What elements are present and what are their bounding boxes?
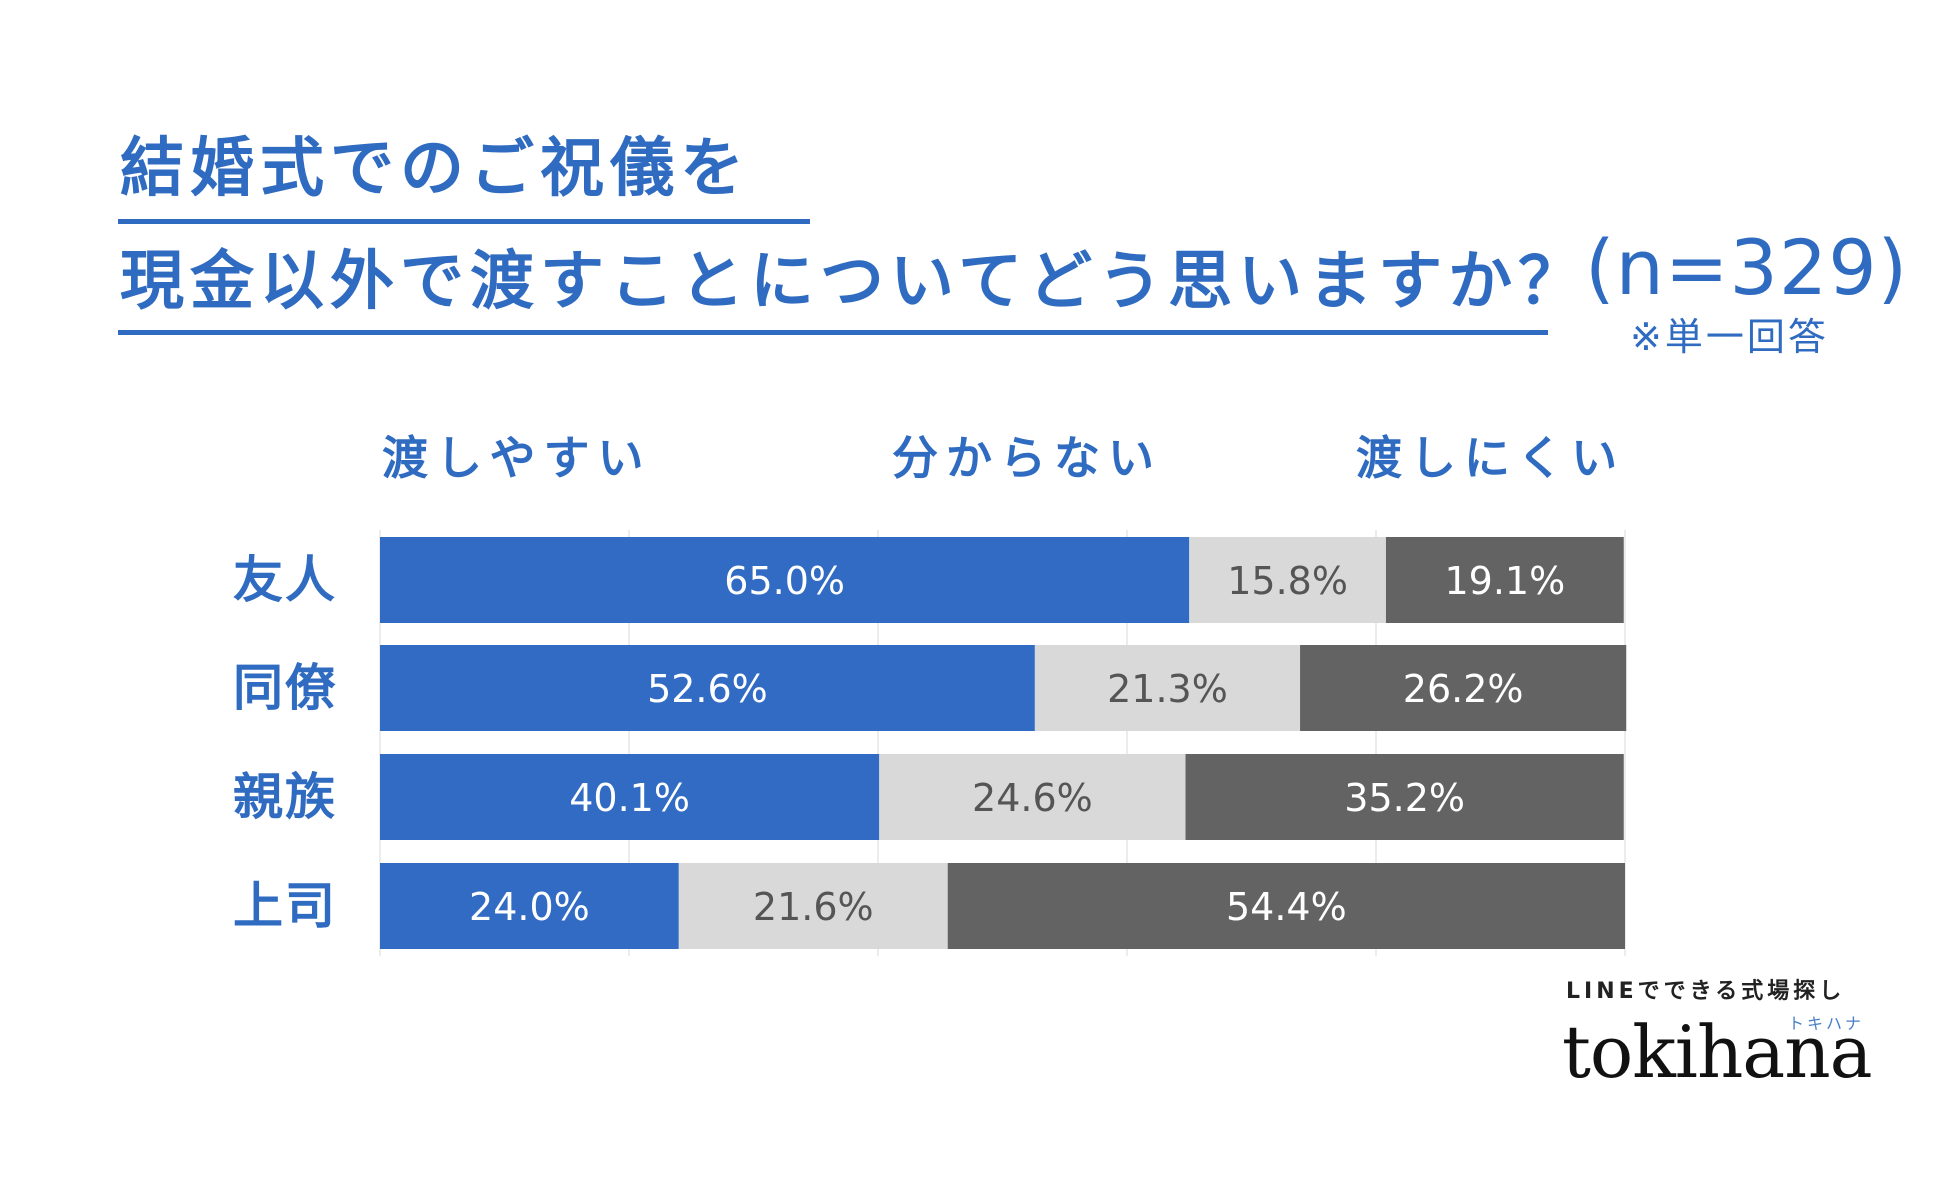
title-underline-1 [118,219,810,224]
chart-title-line-2: 現金以外で渡すことについてどう思いますか？ [120,245,1589,319]
bar-easy [380,754,880,840]
bar-unsure [1189,537,1386,623]
bar-value-label: 35.2% [1344,776,1465,820]
bar-value-label: 15.8% [1227,559,1348,603]
bar-value-label: 40.1% [569,776,690,820]
category-label: 同僚 [233,659,337,717]
bar-value-label: 21.3% [1107,667,1228,711]
bar-hard [947,863,1625,949]
chart-title-line-1: 結婚式でのご祝儀を [120,132,750,206]
legend-hard: 渡しにくい [1356,431,1626,485]
title-underline-2 [118,330,1548,335]
bar-unsure [879,754,1186,840]
bar-value-label: 26.2% [1403,667,1524,711]
category-label: 親族 [233,768,337,826]
bar-hard [1300,645,1627,731]
bar-value-label: 21.6% [753,885,874,929]
bar-hard [1185,754,1624,840]
bar-easy [380,537,1190,623]
bar-easy [380,863,679,949]
bar-easy [380,645,1035,731]
bar-unsure [678,863,948,949]
bar-value-label: 54.4% [1226,885,1347,929]
bar-hard [1385,537,1624,623]
category-label: 友人 [233,551,337,609]
bar-value-label: 65.0% [724,559,845,603]
bar-value-label: 52.6% [647,667,768,711]
answer-type-note: ※単一回答 [1630,315,1829,359]
bar-value-label: 24.0% [469,885,590,929]
brand-katakana: トキハナ [1788,1014,1865,1033]
bar-value-label: 24.6% [972,776,1093,820]
brand-logo: tokihana [1562,1010,1873,1094]
bar-unsure [1034,645,1301,731]
legend-easy: 渡しやすい [382,431,652,485]
brand-tagline: LINEでできる式場探し [1566,979,1846,1004]
legend-unsure: 分からない [892,431,1162,485]
sample-size: (n=329) [1585,223,1909,312]
category-label: 上司 [233,877,337,935]
bar-value-label: 19.1% [1444,559,1565,603]
